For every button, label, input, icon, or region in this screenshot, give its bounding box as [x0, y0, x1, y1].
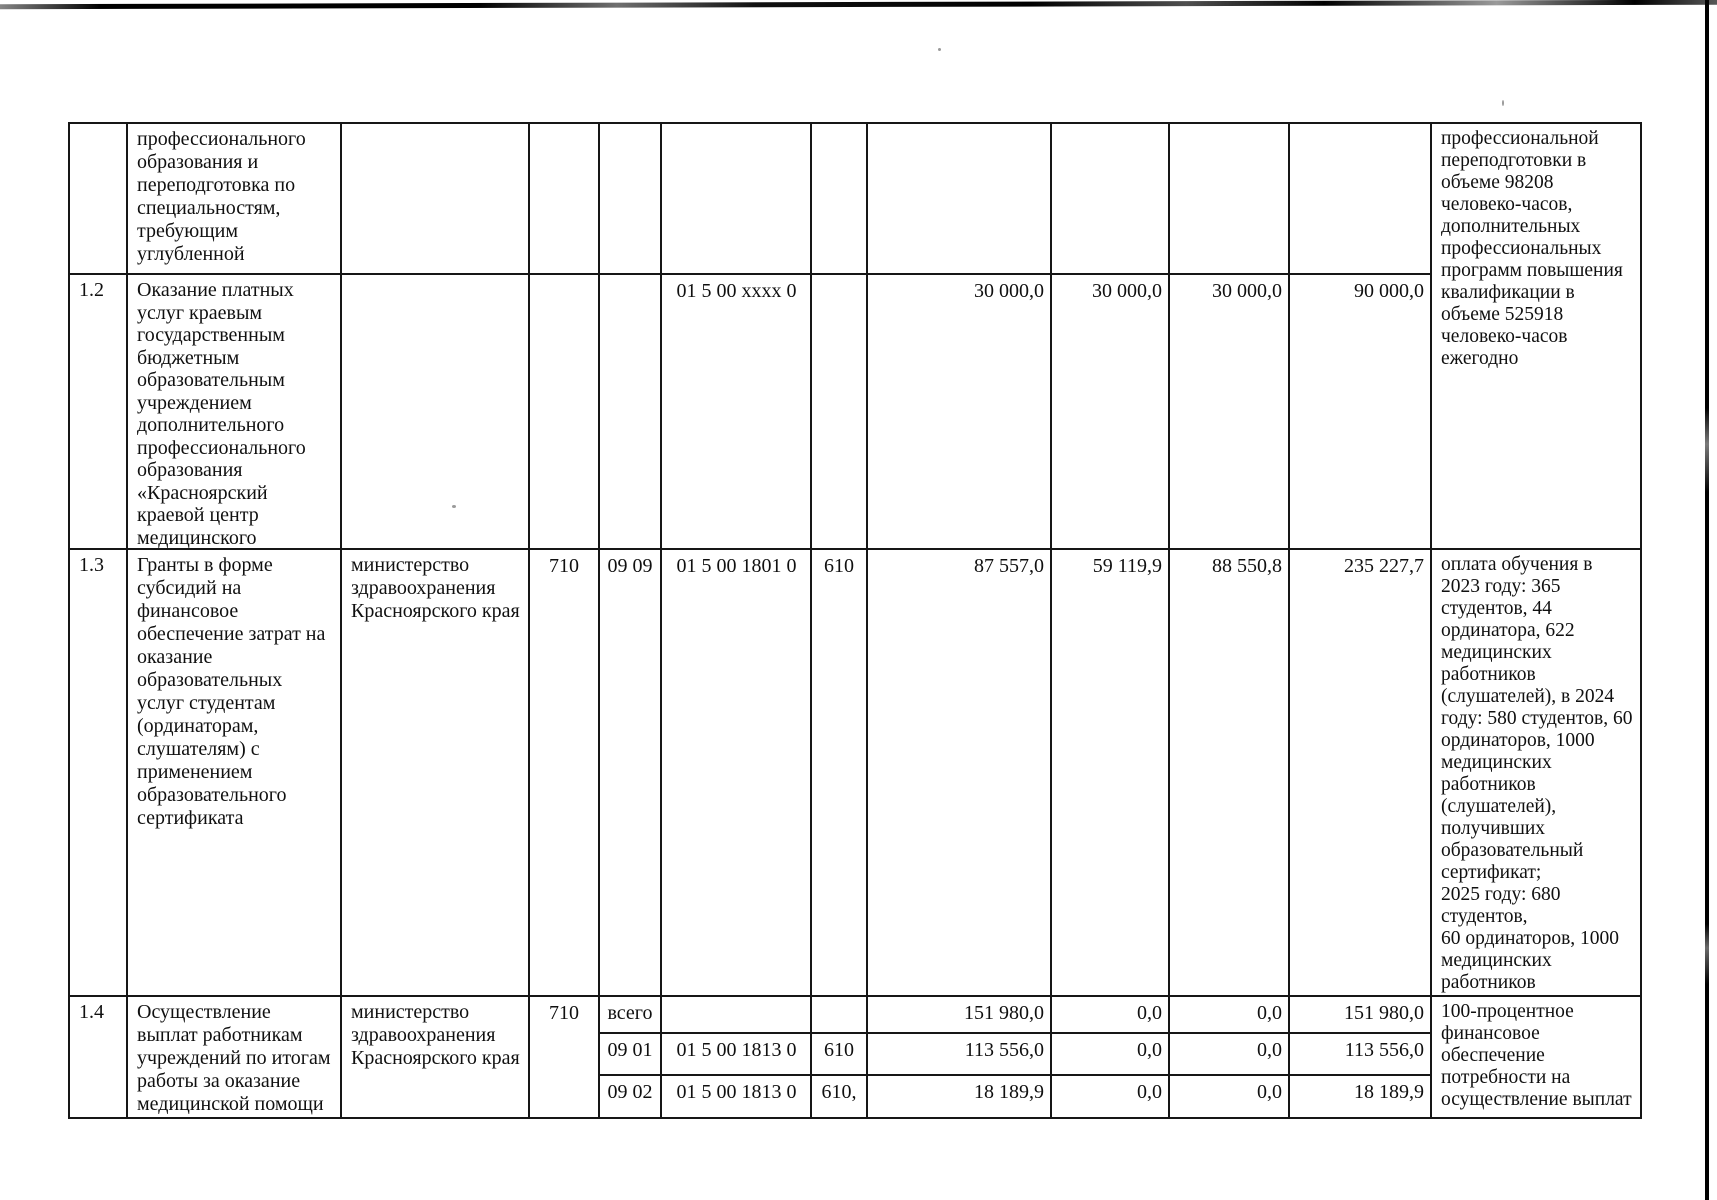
amount-2025: 0,0	[1170, 1076, 1290, 1117]
executor	[342, 124, 530, 275]
scan-edge-top	[0, 0, 1717, 10]
amount-total: 113 556,0	[1290, 1034, 1432, 1076]
amount-2023: 18 189,9	[868, 1076, 1052, 1117]
section-code	[600, 275, 662, 550]
grbs-code: 710	[530, 550, 600, 997]
expected-result: оплата обучения в 2023 году: 365 студент…	[1432, 550, 1640, 997]
amount-total: 90 000,0	[1290, 275, 1432, 550]
amount-2024: 0,0	[1052, 1034, 1170, 1076]
amount-total	[1290, 124, 1432, 275]
section-code: 09 02	[600, 1076, 662, 1117]
grbs-code	[530, 124, 600, 275]
amount-2024: 0,0	[1052, 997, 1170, 1034]
expense-type-code	[812, 124, 868, 275]
amount-2023: 113 556,0	[868, 1034, 1052, 1076]
row-number: 1.2	[70, 275, 128, 550]
scan-edge-right	[1705, 0, 1709, 1200]
expected-result: 100-процентное финансовое обеспечение по…	[1441, 1001, 1632, 1110]
grbs-code: 710	[530, 997, 600, 1117]
scan-speck	[938, 48, 941, 51]
amount-2023	[868, 124, 1052, 275]
amount-2025: 30 000,0	[1170, 275, 1290, 550]
row-number: 1.3	[70, 550, 128, 997]
expected-result: профессиональной переподготовки в объеме…	[1432, 124, 1640, 550]
amount-total: 18 189,9	[1290, 1076, 1432, 1117]
target-article-code: 01 5 00 1813 0	[662, 1034, 812, 1076]
expense-type-code: 610,	[812, 1076, 868, 1117]
amount-total: 151 980,0	[1290, 997, 1432, 1034]
section-code	[600, 124, 662, 275]
amount-total: 235 227,7	[1290, 550, 1432, 997]
amount-2023: 87 557,0	[868, 550, 1052, 997]
activity-name: Оказание платных услуг краевым государст…	[128, 275, 342, 550]
amount-2023: 151 980,0	[868, 997, 1052, 1034]
expense-type-code: 610	[812, 1034, 868, 1076]
amount-2024: 0,0	[1052, 1076, 1170, 1117]
budget-measures-table: профессионального образования и переподг…	[68, 122, 1642, 1119]
amount-2023: 30 000,0	[868, 275, 1052, 550]
activity-name: Осуществление выплат работникам учрежден…	[128, 997, 342, 1117]
amount-2025: 0,0	[1170, 1034, 1290, 1076]
row-number	[70, 124, 128, 275]
amount-2024: 59 119,9	[1052, 550, 1170, 997]
row-number: 1.4	[70, 997, 128, 1117]
executor	[342, 275, 530, 550]
executor: министерство здравоохранения Красноярско…	[342, 550, 530, 997]
section-code: всего	[600, 997, 662, 1034]
target-article-code	[662, 997, 812, 1034]
section-code: 09 09	[600, 550, 662, 997]
scan-speck	[452, 505, 456, 508]
expense-type-code: 610	[812, 550, 868, 997]
target-article-code	[662, 124, 812, 275]
grbs-code	[530, 275, 600, 550]
amount-2025: 0,0	[1170, 997, 1290, 1034]
target-article-code: 01 5 00 xxxx 0	[662, 275, 812, 550]
amount-2024	[1052, 124, 1170, 275]
section-code: 09 01	[600, 1034, 662, 1076]
amount-2025: 88 550,8	[1170, 550, 1290, 997]
executor: министерство здравоохранения Красноярско…	[342, 997, 530, 1117]
target-article-code: 01 5 00 1813 0	[662, 1076, 812, 1117]
expense-type-code	[812, 275, 868, 550]
expense-type-code	[812, 997, 868, 1034]
activity-name: Гранты в форме субсидий на финансовое об…	[128, 550, 342, 997]
target-article-code: 01 5 00 1801 0	[662, 550, 812, 997]
scan-speck	[1502, 100, 1504, 106]
amount-2025	[1170, 124, 1290, 275]
amount-2024: 30 000,0	[1052, 275, 1170, 550]
activity-name: профессионального образования и переподг…	[128, 124, 342, 275]
